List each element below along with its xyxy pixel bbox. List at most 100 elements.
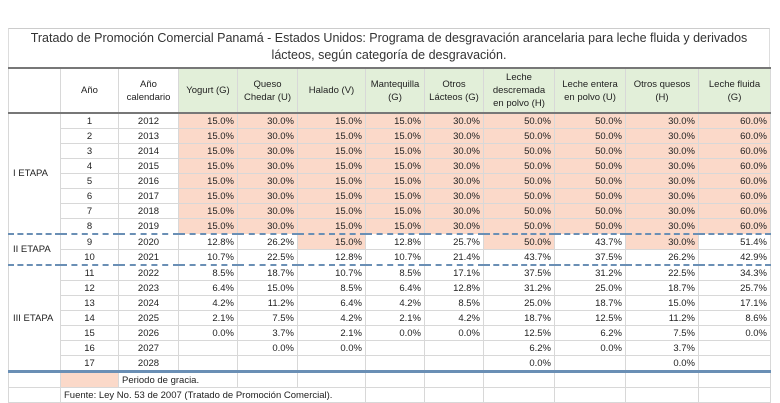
stage-label: II ETAPA	[8, 233, 61, 266]
rate-cell: 15.0%	[365, 203, 425, 219]
rate-cell: 22.5%	[237, 249, 298, 266]
rate-cell: 6.4%	[297, 295, 366, 311]
rate-cell: 2.1%	[365, 310, 425, 326]
tariff-table-container: Tratado de Promoción Comercial Panamá - …	[8, 28, 771, 403]
stage-label: III ETAPA	[8, 264, 61, 373]
table-row: 3 2014 15.0% 30.0% 15.0% 15.0% 30.0% 50.0% 50.0%…	[9, 143, 771, 159]
column-header: Leche entera en polvo (U)	[554, 67, 626, 114]
year-cell: 9	[60, 233, 119, 250]
rate-cell: 15.0%	[365, 158, 425, 174]
empty-cell	[424, 387, 484, 403]
table-row: 6 2017 15.0% 30.0% 15.0% 15.0% 30.0% 50.0% 50.0%…	[9, 188, 771, 204]
rate-cell: 8.5%	[178, 264, 238, 281]
rate-cell: 12.8%	[178, 233, 238, 250]
table-row: 8 2019 15.0% 30.0% 15.0% 15.0% 30.0% 50.0% 50.0%…	[9, 218, 771, 235]
rate-cell: 7.5%	[237, 310, 298, 326]
rate-cell: 8.5%	[365, 264, 425, 281]
rate-cell: 6.2%	[483, 340, 555, 356]
rate-cell	[554, 355, 626, 373]
grace-period-swatch	[60, 371, 119, 388]
calendar-year-cell: 2015	[118, 158, 179, 174]
rate-cell: 30.0%	[625, 112, 699, 129]
table-row: 4 2015 15.0% 30.0% 15.0% 15.0% 30.0% 50.0% 50.0%…	[9, 158, 771, 174]
rate-cell: 51.4%	[698, 233, 771, 250]
rate-cell: 30.0%	[237, 158, 298, 174]
legend-row: Periodo de gracia.	[8, 371, 771, 388]
rate-cell: 0.0%	[297, 340, 366, 356]
rate-cell: 60.0%	[698, 203, 771, 219]
table-row: 14 2025 2.1% 7.5% 4.2% 2.1% 4.2% 18.7% 12.5% 11.2…	[9, 310, 771, 326]
column-header: Halado (V)	[297, 67, 366, 114]
rate-cell: 30.0%	[625, 158, 699, 174]
source-row: Fuente: Ley No. 53 de 2007 (Tratado de P…	[8, 387, 771, 403]
rate-cell: 37.5%	[554, 249, 626, 266]
calendar-year-cell: 2014	[118, 143, 179, 159]
rate-cell: 30.0%	[424, 173, 484, 189]
rate-cell: 26.2%	[237, 233, 298, 250]
header-row: Año Año calendario Yogurt (G) Queso Chedar …	[8, 67, 771, 114]
year-cell: 14	[60, 310, 119, 326]
rate-cell: 4.2%	[424, 310, 484, 326]
rate-cell: 10.7%	[178, 249, 238, 266]
calendar-year-cell: 2022	[118, 264, 179, 281]
rate-cell: 30.0%	[625, 233, 699, 250]
rate-cell: 30.0%	[237, 143, 298, 159]
rate-cell: 0.0%	[237, 340, 298, 356]
calendar-year-cell: 2027	[118, 340, 179, 356]
rate-cell: 50.0%	[483, 233, 555, 250]
rate-cell: 15.0%	[365, 112, 425, 129]
calendar-year-cell: 2026	[118, 325, 179, 341]
rate-cell: 10.7%	[297, 264, 366, 281]
rate-cell: 15.0%	[297, 158, 366, 174]
rate-cell	[698, 355, 771, 373]
year-cell: 2	[60, 128, 119, 144]
empty-cell	[237, 371, 298, 388]
year-cell: 13	[60, 295, 119, 311]
rate-cell: 15.0%	[237, 280, 298, 296]
year-cell: 3	[60, 143, 119, 159]
rate-cell: 12.5%	[483, 325, 555, 341]
source-note: Fuente: Ley No. 53 de 2007 (Tratado de P…	[60, 387, 366, 403]
table-row: 15 2026 0.0% 3.7% 2.1% 0.0% 0.0% 12.5% 6.2% 7.5% 0…	[9, 325, 771, 341]
rate-cell: 30.0%	[625, 218, 699, 235]
table-row: 13 2024 4.2% 11.2% 6.4% 4.2% 8.5% 25.0% 18.7% 15.…	[9, 295, 771, 311]
rate-cell: 7.5%	[625, 325, 699, 341]
rate-cell: 37.5%	[483, 264, 555, 281]
rate-cell: 31.2%	[554, 264, 626, 281]
rate-cell: 50.0%	[554, 128, 626, 144]
rate-cell: 60.0%	[698, 173, 771, 189]
rate-cell: 30.0%	[424, 158, 484, 174]
year-cell: 15	[60, 325, 119, 341]
table-title: Tratado de Promoción Comercial Panamá - …	[8, 28, 770, 67]
rate-cell: 15.0%	[178, 173, 238, 189]
rate-cell: 0.0%	[178, 325, 238, 341]
rate-cell: 15.0%	[297, 173, 366, 189]
table-row: II ETAPA 9 2020 12.8% 26.2% 15.0% 12.8% 25.7% 50…	[8, 233, 771, 266]
rate-cell: 43.7%	[483, 249, 555, 266]
column-header: Leche fluida (G)	[698, 67, 771, 114]
rate-cell: 50.0%	[483, 143, 555, 159]
rate-cell: 0.0%	[483, 355, 555, 373]
empty-cell	[554, 387, 626, 403]
rate-cell: 30.0%	[625, 143, 699, 159]
empty-cell	[365, 371, 425, 388]
rate-cell: 30.0%	[424, 188, 484, 204]
stage-label: I ETAPA	[8, 112, 61, 235]
table-row: 12 2023 6.4% 15.0% 8.5% 6.4% 12.8% 31.2% 25.0% 18…	[9, 280, 771, 296]
rate-cell: 30.0%	[424, 203, 484, 219]
rate-cell: 25.7%	[424, 233, 484, 250]
year-cell: 5	[60, 173, 119, 189]
rate-cell: 22.5%	[625, 264, 699, 281]
rate-cell: 8.5%	[424, 295, 484, 311]
rate-cell: 3.7%	[237, 325, 298, 341]
table-row: I ETAPA 1 2012 15.0% 30.0% 15.0% 15.0% 30.0% 50.…	[8, 112, 771, 235]
rate-cell: 15.0%	[297, 218, 366, 235]
rate-cell: 31.2%	[483, 280, 555, 296]
rate-cell: 30.0%	[237, 203, 298, 219]
rate-cell: 11.2%	[237, 295, 298, 311]
rate-cell: 50.0%	[483, 158, 555, 174]
rate-cell: 3.7%	[625, 340, 699, 356]
column-header	[8, 67, 61, 114]
column-header: Año calendario	[118, 67, 179, 114]
rate-cell: 17.1%	[698, 295, 771, 311]
